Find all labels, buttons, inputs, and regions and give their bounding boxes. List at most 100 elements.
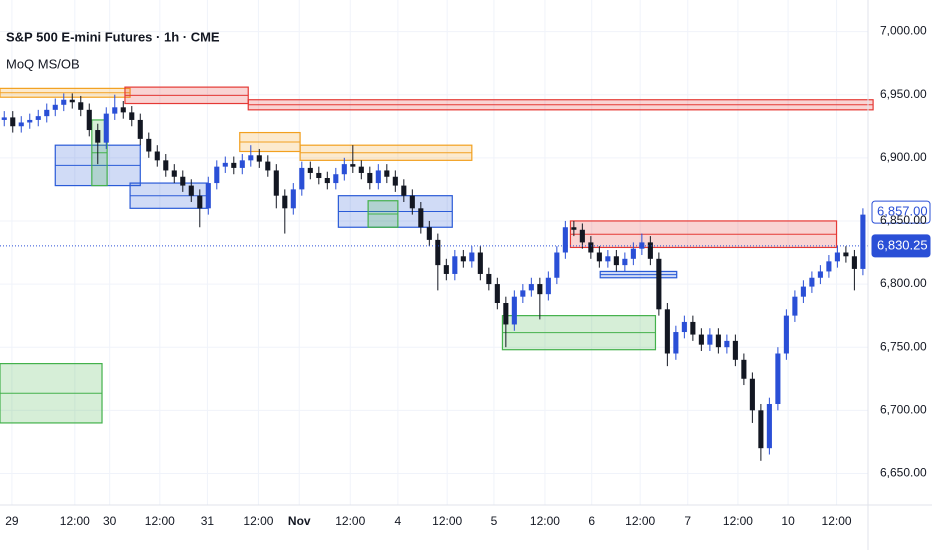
candle-body <box>630 248 636 259</box>
candle-body <box>435 239 441 266</box>
candle-body <box>290 189 296 209</box>
candle-body <box>358 166 364 173</box>
indicator-label: MoQ MS/OB <box>6 56 80 71</box>
y-tick-label: 6,950.00 <box>880 87 927 101</box>
candle-body <box>809 277 815 287</box>
price-tag-label: 6,830.25 <box>877 237 928 252</box>
candle-body <box>401 185 407 196</box>
chart-title: S&P 500 E-mini Futures · 1h · CME <box>6 29 220 44</box>
candle-body <box>605 256 611 262</box>
candle-body <box>265 161 271 171</box>
candle-body <box>613 256 619 266</box>
x-tick-label: 12:00 <box>530 514 560 528</box>
candle-body <box>477 252 483 274</box>
candle-body <box>375 170 381 184</box>
candle-body <box>222 162 228 167</box>
candle-body <box>843 252 849 257</box>
candle-body <box>137 119 143 139</box>
candle-body <box>443 265 449 274</box>
x-tick-label: 10 <box>781 514 795 528</box>
candle-body <box>817 271 823 278</box>
candle-body <box>800 286 806 297</box>
candle-body <box>350 164 356 167</box>
candle-body <box>316 172 322 179</box>
candle-body <box>511 296 517 325</box>
candle-body <box>486 273 492 285</box>
candle-body <box>554 252 560 278</box>
candle-body <box>273 170 279 196</box>
x-tick-label: 12:00 <box>335 514 365 528</box>
candle-body <box>503 303 509 325</box>
candle-body <box>27 119 33 123</box>
candle-body <box>639 242 645 249</box>
x-tick-label: Nov <box>288 514 311 528</box>
candle-body <box>596 252 602 262</box>
candle-body <box>409 195 415 209</box>
candle-body <box>690 321 696 335</box>
candle-body <box>120 107 126 113</box>
candle-body <box>307 167 313 173</box>
candle-body <box>562 227 568 253</box>
y-tick-label: 6,900.00 <box>880 150 927 164</box>
candle-body <box>758 410 764 449</box>
candle-body <box>205 183 211 209</box>
candle-body <box>231 162 237 168</box>
x-tick-label: 12:00 <box>145 514 175 528</box>
candle-body <box>112 107 118 114</box>
candle-body <box>664 309 670 354</box>
x-tick-label: 29 <box>5 514 19 528</box>
candle-body <box>103 113 109 143</box>
x-tick-label: 30 <box>103 514 117 528</box>
price-tag <box>871 234 931 258</box>
candle-body <box>197 195 203 209</box>
candle-body <box>69 99 75 103</box>
candle-body <box>129 112 135 120</box>
candle-body <box>35 116 41 120</box>
y-tick-label: 6,700.00 <box>880 402 927 416</box>
candle-body <box>418 208 424 228</box>
candle-body <box>78 102 84 110</box>
candle-body <box>834 252 840 262</box>
y-tick-label: 6,850.00 <box>880 213 927 227</box>
candle-body <box>239 160 245 168</box>
candle-body <box>333 174 339 184</box>
candle-body <box>588 242 594 253</box>
y-tick-label: 7,000.00 <box>880 24 927 38</box>
candle-body <box>392 176 398 186</box>
x-tick-label: 5 <box>491 514 498 528</box>
candle-body <box>426 227 432 240</box>
candle-body <box>299 167 305 190</box>
x-tick-label: 12:00 <box>432 514 462 528</box>
candle-body <box>452 256 458 274</box>
x-tick-label: 31 <box>201 514 215 528</box>
candle-body <box>579 229 585 243</box>
candle-body <box>783 315 789 354</box>
x-tick-label: 12:00 <box>60 514 90 528</box>
candle-body <box>571 227 577 230</box>
candle-body <box>163 160 169 171</box>
x-tick-label: 12:00 <box>625 514 655 528</box>
candle-body <box>10 117 16 127</box>
candle-body <box>545 277 551 295</box>
candle-body <box>698 334 704 345</box>
candle-body <box>180 176 186 186</box>
x-tick-label: 12:00 <box>822 514 852 528</box>
candle-body <box>851 256 857 269</box>
price-tag-label: 6,857.00 <box>877 204 928 219</box>
candle-body <box>537 284 543 295</box>
candle-body <box>384 170 390 177</box>
x-tick-label: 7 <box>684 514 691 528</box>
candle-body <box>469 252 475 262</box>
x-tick-label: 4 <box>395 514 402 528</box>
candle-body <box>860 214 866 269</box>
candle-body <box>707 334 713 345</box>
candle-body <box>656 258 662 310</box>
candle-body <box>749 378 755 411</box>
candle-body <box>741 359 747 379</box>
candle-body <box>61 99 67 105</box>
candle-body <box>214 166 220 184</box>
candle-body <box>52 104 58 110</box>
candle-body <box>647 242 653 259</box>
